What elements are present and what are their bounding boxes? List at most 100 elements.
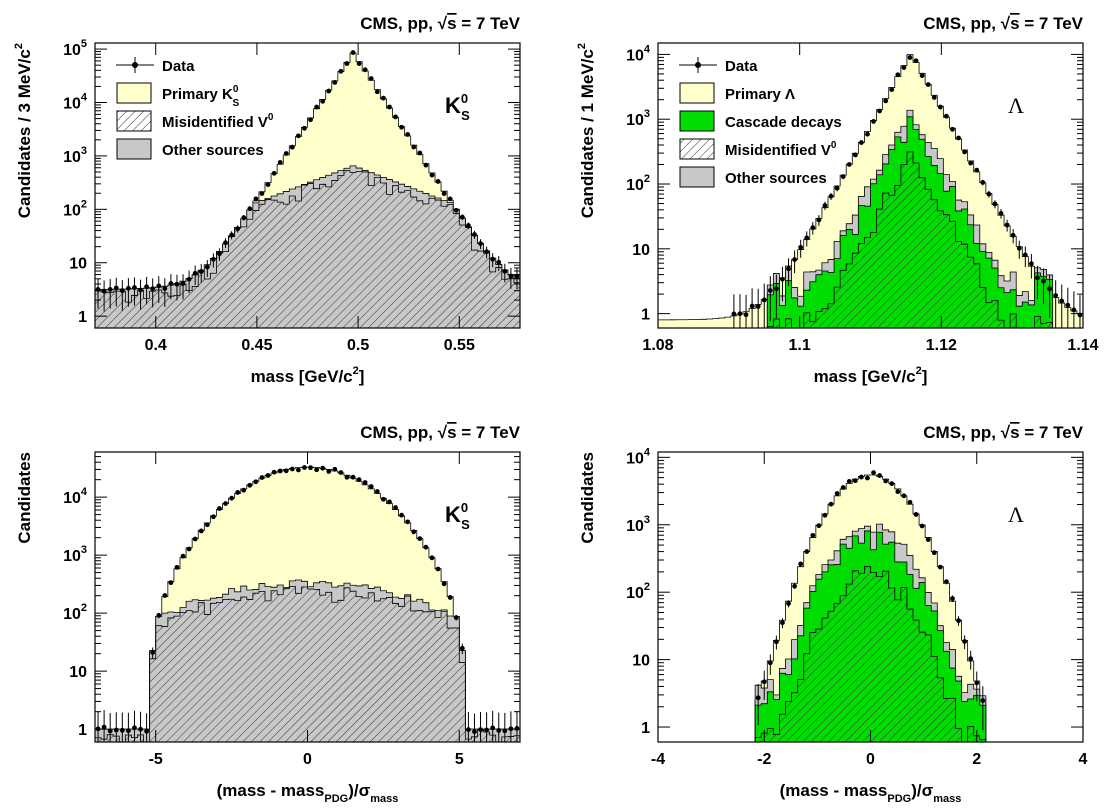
data-point [374, 89, 380, 95]
data-point [223, 240, 228, 246]
data-point [883, 98, 889, 104]
plot-area [658, 470, 1083, 742]
panel-k0s-pull: 1 10 102 103 104 -5 0 5 CMS, pp, √s = 7 TeV K0 S (m… [15, 423, 521, 805]
data-point [217, 506, 222, 511]
data-point [204, 522, 210, 528]
data-point [168, 281, 174, 286]
data-point [435, 566, 441, 572]
data-point [816, 217, 822, 223]
data-point [865, 131, 870, 137]
data-point [1047, 286, 1053, 292]
data-point [858, 474, 864, 480]
data-point [308, 117, 313, 123]
y-axis-label: Candidates [15, 452, 34, 544]
data-point [943, 113, 949, 119]
data-point [962, 639, 968, 644]
data-point [235, 226, 241, 232]
x-tick-label: 0.45 [241, 337, 272, 354]
panel-title: CMS, pp, √s = 7 TeV [923, 423, 1083, 442]
data-point [162, 593, 168, 598]
data-point [168, 580, 174, 586]
data-point [198, 528, 204, 534]
data-point [780, 276, 785, 282]
x-axis-label: (mass - massPDG)/σmass [780, 781, 962, 805]
plot-frame [657, 42, 1084, 329]
data-point [253, 196, 259, 202]
data-point [295, 467, 301, 473]
data-point [925, 537, 931, 542]
data-point [411, 144, 417, 150]
data-point [767, 660, 773, 666]
legend-swatch-cascade [679, 110, 715, 132]
x-tick-label: 4 [1079, 751, 1088, 768]
x-axis-label: mass [GeV/c2] [814, 365, 928, 386]
data-point [326, 88, 332, 94]
data-point [356, 477, 362, 483]
plot-area [658, 54, 1083, 328]
data-point [314, 104, 320, 110]
x-tick-label: 5 [455, 751, 464, 768]
x-tick-label: 0.55 [444, 337, 475, 354]
data-point [822, 203, 828, 208]
legend-data-marker [695, 62, 701, 68]
data-point [980, 180, 986, 185]
data-point [828, 193, 834, 199]
data-point [138, 726, 143, 732]
legend-label-misid: Misidentified V0 [162, 112, 274, 131]
data-point [913, 58, 919, 64]
data-point [472, 729, 477, 735]
data-point [265, 182, 271, 187]
data-point [271, 469, 277, 475]
data-point [737, 311, 743, 317]
data-point [986, 191, 992, 197]
data-point [101, 724, 107, 730]
data-point [399, 124, 405, 130]
data-point [846, 162, 852, 167]
data-point [229, 495, 235, 501]
y-tick-label: 102 [63, 602, 87, 623]
data-point [302, 465, 307, 470]
data-point [393, 114, 398, 120]
data-point [1010, 232, 1016, 238]
data-point [889, 481, 895, 487]
data-point [180, 281, 186, 286]
data-point [810, 532, 816, 538]
data-point [731, 311, 737, 317]
x-tick-label: -5 [149, 751, 163, 768]
data-point [223, 501, 228, 506]
data-point [289, 466, 295, 472]
data-point [1071, 307, 1077, 313]
data-point [174, 564, 180, 570]
misidentified-histogram [95, 170, 520, 328]
data-point [338, 68, 344, 74]
y-tick-label: 102 [63, 198, 87, 219]
x-tick-label: -4 [651, 751, 665, 768]
data-point [937, 564, 943, 570]
plot-area [95, 50, 520, 328]
data-point [277, 160, 283, 165]
data-point [338, 470, 344, 475]
data-point [1022, 252, 1028, 258]
data-point [895, 72, 901, 78]
data-point [156, 613, 162, 618]
panel-title: CMS, pp, √s = 7 TeV [923, 14, 1083, 33]
data-point [144, 284, 150, 290]
panel-lambda-mass: 1 10 102 103 104 1.08 1.1 1.12 1.14 CMS, pp, √s =… [576, 14, 1099, 386]
data-point [180, 553, 186, 559]
data-point [441, 191, 447, 196]
data-point [889, 87, 895, 92]
data-point [132, 725, 137, 731]
data-point [484, 727, 490, 733]
y-tick-label: 1 [641, 720, 650, 737]
panel-k0s-mass: 1 10 102 103 104 105 0.4 0.45 0.5 0.55 CMS, pp, √s… [13, 14, 521, 386]
data-point [174, 281, 180, 287]
x-tick-label: 1.08 [642, 337, 673, 354]
data-point [883, 478, 889, 484]
data-point [368, 484, 374, 489]
data-point [786, 601, 791, 606]
y-axis-label: Candidates / 3 MeV/c2 [13, 43, 34, 218]
data-point [1041, 278, 1046, 284]
data-point [210, 256, 216, 262]
data-point [156, 283, 162, 289]
y-tick-label: 104 [626, 43, 651, 64]
